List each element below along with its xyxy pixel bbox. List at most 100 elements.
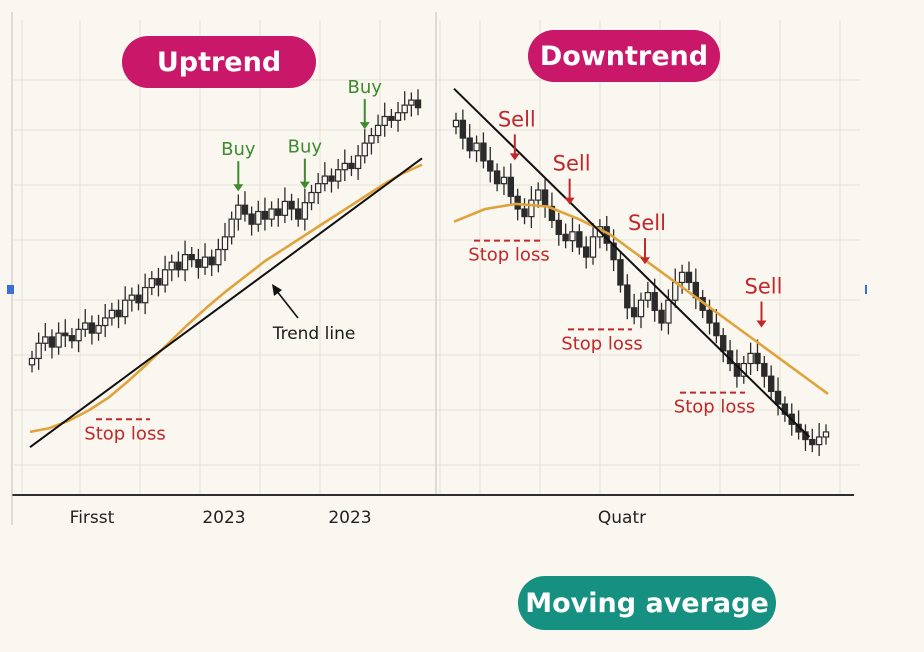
uptrend-label: Uptrend [122,36,316,88]
buy-arrow-head [299,181,310,189]
candle-body [630,307,638,318]
candle-body [42,336,49,344]
candle-body [521,208,528,218]
candle-body [678,271,686,284]
uptrend-candles [28,89,422,373]
candle-body [582,246,590,258]
candle-body [75,328,82,342]
trend-line-pointer-head [272,284,282,296]
candle-body [288,200,295,210]
candle-body [275,208,282,216]
trend-line-label: Trend line [272,324,356,344]
candle-body [195,259,202,268]
stop-loss-label: Stop loss [674,397,755,418]
chart-overlays [29,87,829,448]
candle-body [555,219,562,235]
candle-body [175,261,182,271]
moving-average-line [29,163,423,434]
buy-arrow-head [233,184,244,192]
candle-body [514,195,521,210]
candle-body [500,176,508,185]
candle-body [135,294,142,304]
candle-body [562,233,569,242]
trend-line [453,87,811,438]
candle-body [388,115,395,121]
candle-body [55,332,62,348]
candle-body [248,213,255,225]
candle-body [368,134,375,144]
candle-body [774,390,782,405]
candle-body [314,183,322,194]
candle-body [181,254,189,271]
candle-body [348,162,355,170]
candle-body [121,299,129,318]
candle-body [576,231,583,248]
candle-body [328,175,335,182]
candle-body [241,204,249,215]
candle-body [394,112,402,121]
buy-arrow-head [359,122,370,130]
candle-body [95,324,102,334]
right-resize-handle[interactable] [865,285,867,294]
candle-body [466,137,473,152]
candle-body [141,286,149,304]
moving-average-line [453,202,829,395]
candle-body [361,142,368,157]
candle-body [493,170,501,185]
candle-body [62,332,69,337]
candle-body [452,119,460,128]
candle-body [82,322,89,330]
candle-body [401,104,408,114]
candle-body [235,204,242,220]
x-tick-label: Quatr [598,508,646,528]
stop-loss-label: Stop loss [84,423,165,444]
moving-average-label: Moving average [518,576,776,630]
sell-arrow-head [509,153,520,161]
candle-body [651,292,658,311]
candle-body [414,99,422,109]
candle-body [221,236,229,251]
candle-body [341,162,348,171]
candle-body [215,248,222,266]
candle-body [301,202,309,220]
candle-body [381,115,388,126]
candle-body [809,438,816,446]
candle-body [624,284,631,309]
downtrend-label: Downtrend [528,30,720,82]
candle-body [480,142,487,162]
buy-label: Buy [348,77,383,98]
candle-body [28,357,36,366]
candle-body [68,335,76,342]
candle-body [487,160,494,172]
candle-body [541,189,549,208]
candle-body [408,99,415,106]
candle-body [747,352,754,365]
candle-body [128,294,136,301]
candle-body [569,231,576,242]
candle-body [268,208,275,220]
sell-arrow-head [564,197,575,205]
candle-body [155,278,162,286]
sell-arrow-head [640,257,650,265]
trend-line-pointer [275,289,299,319]
chart-annotations: Buy Buy Buy Sell Sell Sell Sell Stop loss Stop l… [70,77,783,528]
candle-body [35,342,42,360]
candle-body [706,309,713,324]
candle-body [161,269,169,286]
candle-body [665,299,672,324]
sell-label: Sell [628,211,666,235]
candle-body [822,431,830,438]
candle-body [201,256,209,268]
sell-label: Sell [745,275,783,299]
trend-line [29,157,423,448]
sell-label: Sell [553,152,591,176]
buy-label: Buy [288,137,323,158]
x-tick-label: 2023 [202,508,245,528]
left-resize-handle[interactable] [7,285,14,294]
candle-body [255,210,262,225]
candle-body [617,259,624,286]
candle-body [713,322,720,337]
buy-label: Buy [221,139,256,160]
candle-body [672,281,679,301]
candle-body [459,119,467,139]
